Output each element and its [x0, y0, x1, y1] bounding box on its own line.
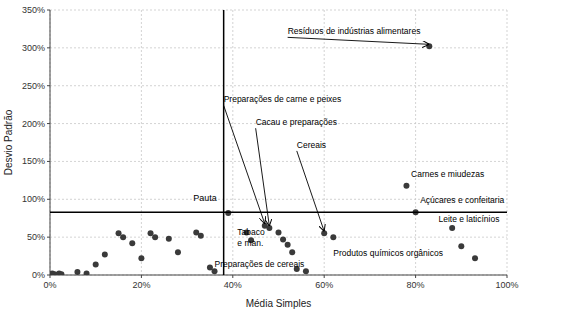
point — [138, 255, 144, 261]
point — [330, 234, 336, 240]
annotation: Cacau e preparações — [256, 117, 337, 127]
annotation-line: Resíduos de indústrias alimentares — [288, 26, 421, 36]
point — [280, 236, 286, 242]
point — [472, 255, 478, 261]
annotation-line: Tabaco — [237, 227, 265, 237]
point — [93, 261, 99, 267]
y-axis-label: Desvio Padrão — [3, 109, 14, 175]
point — [289, 249, 295, 255]
point — [74, 269, 80, 275]
annotation: Preparações de cereais — [215, 259, 305, 269]
grid-line-x — [415, 10, 416, 275]
grid-line-x — [50, 10, 51, 275]
point — [403, 183, 409, 189]
annotation-arrow — [297, 151, 324, 231]
grid — [50, 10, 507, 275]
annotation: Leite e laticínios — [438, 214, 499, 224]
annotation-arrow — [288, 37, 430, 44]
grid-line-y — [50, 85, 507, 86]
annotation-line: Açúcares e confeitaria — [420, 195, 504, 205]
x-tick — [507, 275, 508, 278]
y-tick — [47, 85, 50, 86]
y-tick-label: 250% — [22, 81, 45, 91]
point — [166, 236, 172, 242]
y-tick — [47, 275, 50, 276]
grid-line-y — [50, 237, 507, 238]
annotation-line: Cacau e preparações — [256, 117, 337, 127]
point — [120, 234, 126, 240]
annotation: Produtos químicos orgânicos — [333, 248, 443, 258]
y-tick — [47, 237, 50, 238]
annotation: Açúcares e confeitaria — [420, 195, 504, 205]
point — [276, 230, 282, 236]
y-tick-label: 300% — [22, 43, 45, 53]
grid-line-x — [141, 10, 142, 275]
annotation-line: Preparações de cereais — [215, 259, 305, 269]
y-tick-label: 150% — [22, 156, 45, 166]
point — [152, 234, 158, 240]
annotation: Tabacoe man. — [237, 227, 265, 247]
grid-line-x — [507, 10, 508, 275]
annotation-line: e man. — [237, 238, 263, 248]
annotation: Carnes e miudezas — [411, 169, 484, 179]
y-tick-label: 50% — [27, 232, 45, 242]
x-tick-label: 80% — [407, 280, 425, 290]
grid-line-y — [50, 10, 507, 11]
x-tick-label: 40% — [224, 280, 242, 290]
y-tick — [47, 47, 50, 48]
point — [175, 249, 181, 255]
annotation-line: Cereais — [297, 140, 326, 150]
x-tick — [415, 275, 416, 278]
annotation-line: Preparações de carne e peixes — [224, 94, 342, 104]
annotation: Preparações de carne e peixes — [224, 94, 342, 104]
y-tick-label: 200% — [22, 119, 45, 129]
x-tick-label: 100% — [495, 280, 518, 290]
x-tick — [324, 275, 325, 278]
y-tick-label: 100% — [22, 194, 45, 204]
reference-label: Pauta — [193, 193, 217, 203]
annotation-line: Produtos químicos orgânicos — [333, 248, 443, 258]
point — [102, 252, 108, 258]
annotation-line: Leite e laticínios — [438, 214, 499, 224]
y-axis-line — [50, 10, 51, 275]
point — [58, 271, 64, 275]
point — [212, 268, 218, 274]
x-tick-label: 0% — [43, 280, 56, 290]
point — [129, 240, 135, 246]
plot-area — [50, 10, 507, 275]
x-tick — [232, 275, 233, 278]
grid-line-y — [50, 161, 507, 162]
reference-line-v — [223, 10, 225, 275]
point — [225, 210, 231, 216]
y-tick — [47, 199, 50, 200]
chart: 0% 20% 40% 60% 80% 100% 0% 50% 100% 150% 200% 250% 3… — [0, 0, 567, 313]
annotation-line: Carnes e miudezas — [411, 169, 484, 179]
point — [84, 270, 90, 275]
annotation: Resíduos de indústrias alimentares — [288, 26, 421, 36]
axes: 0% 20% 40% 60% 80% 100% 0% 50% 100% 150% 200% 250% 3… — [22, 5, 519, 290]
grid-line-y — [50, 47, 507, 48]
annotations: Pauta Resíduos de indústrias alimentares P… — [193, 26, 504, 269]
grid-line-y — [50, 275, 507, 276]
x-axis-label: Média Simples — [246, 298, 312, 309]
x-tick-label: 20% — [132, 280, 150, 290]
annotation: Cereais — [297, 140, 326, 150]
point — [458, 243, 464, 249]
y-tick — [47, 161, 50, 162]
y-tick-label: 350% — [22, 5, 45, 15]
x-tick-label: 60% — [315, 280, 333, 290]
point — [449, 225, 455, 231]
y-tick-label: 0% — [32, 270, 45, 280]
annotation-arrow — [256, 128, 270, 226]
point — [285, 242, 291, 248]
y-tick — [47, 10, 50, 11]
grid-line-x — [232, 10, 233, 275]
point — [303, 268, 309, 274]
x-tick — [141, 275, 142, 278]
y-tick — [47, 123, 50, 124]
x-axis-line — [50, 275, 507, 276]
point — [198, 233, 204, 239]
